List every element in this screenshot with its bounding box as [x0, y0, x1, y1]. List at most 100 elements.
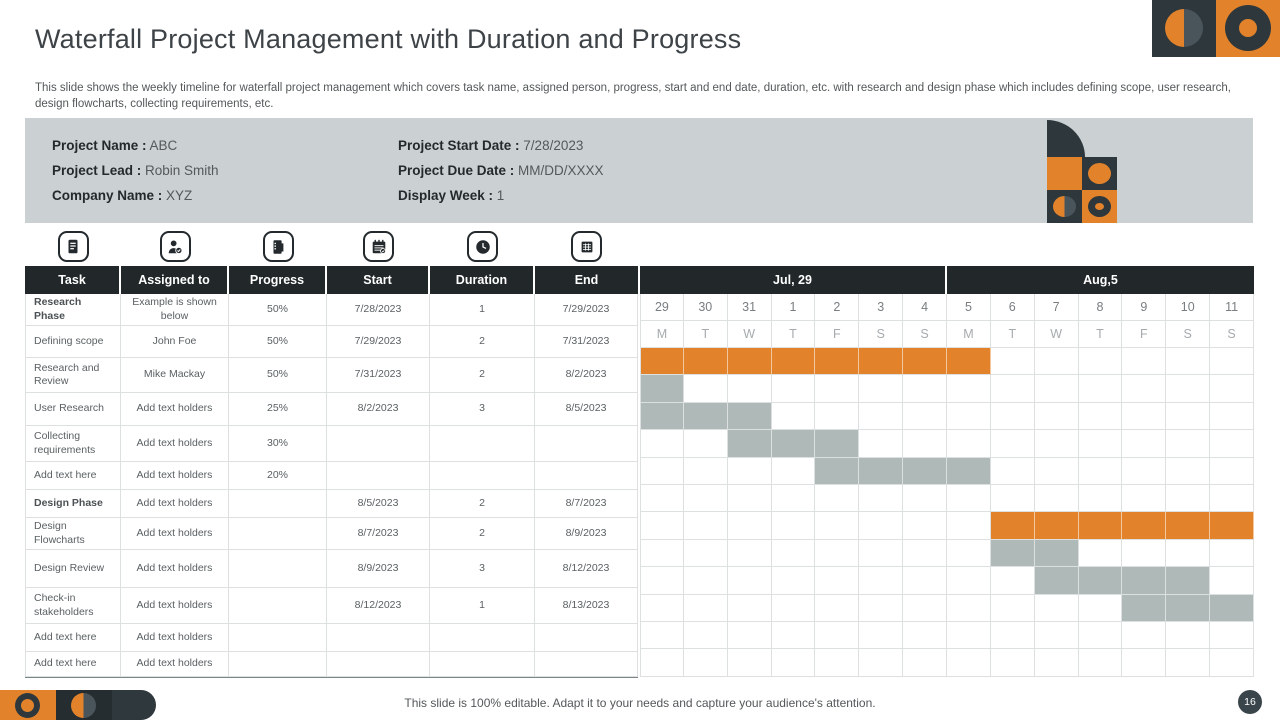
start-cell: 8/7/2023	[327, 518, 430, 550]
gantt-cell	[640, 649, 684, 677]
info-field-label: Display Week :	[398, 188, 494, 203]
progress-notebook-icon	[262, 231, 294, 262]
end-calendar-icon	[571, 231, 602, 262]
gantt-cell	[683, 375, 728, 403]
decor-square-dark	[1152, 0, 1216, 57]
gantt-cell	[1034, 348, 1079, 376]
progress-cell	[229, 588, 327, 624]
gantt-day-cell: S	[903, 321, 947, 348]
header-end: End	[535, 266, 638, 294]
gantt-dates-row: 29 30 31 1 2 3 4 5 6 7 8 9 10 11	[640, 294, 1254, 321]
task-cell: Add text here	[25, 652, 121, 677]
gantt-date-cell: 31	[727, 294, 772, 321]
table-row: Check-in stakeholders Add text holders 8/1…	[25, 588, 638, 624]
gantt-bar-segment	[771, 430, 816, 458]
gantt-row	[640, 567, 1254, 595]
start-cell: 7/28/2023	[327, 294, 430, 326]
gantt-cell	[990, 622, 1035, 650]
page-number-badge: 16	[1238, 690, 1262, 714]
table-row: Add text here Add text holders	[25, 624, 638, 652]
gantt-bar-segment	[1166, 594, 1211, 623]
gantt-bar-segment	[1078, 512, 1123, 540]
start-cell: 8/5/2023	[327, 490, 430, 518]
table-row: Defining scope John Foe 50% 7/29/2023 2 7/31/…	[25, 326, 638, 358]
gantt-cell	[640, 622, 684, 650]
quarter-disc-shape	[1047, 120, 1085, 157]
start-cell: 7/29/2023	[327, 326, 430, 358]
gantt-date-cell: 6	[990, 294, 1035, 321]
gantt-cell	[947, 375, 991, 403]
gantt-cell	[640, 567, 684, 595]
gantt-cell	[1078, 622, 1123, 650]
gantt-date-cell: 10	[1166, 294, 1211, 321]
task-cell: Research and Review	[25, 358, 121, 393]
info-field-value: 1	[493, 188, 505, 203]
gantt-cell	[947, 567, 991, 595]
gantt-cell	[1078, 430, 1123, 458]
gantt-cell	[771, 457, 816, 486]
gantt-day-cell: W	[727, 321, 772, 348]
progress-cell	[229, 518, 327, 550]
gantt-cell	[1122, 622, 1167, 650]
motif-circle-square	[1082, 157, 1117, 190]
gantt-bar-segment	[1210, 594, 1254, 623]
gantt-bar-segment	[903, 348, 947, 376]
rounded-cap-shape	[112, 690, 156, 720]
gantt-date-cell: 29	[640, 294, 684, 321]
corner-decoration-bottom-left	[0, 690, 156, 720]
table-row: Design Phase Add text holders 8/5/2023 2 8/7…	[25, 490, 638, 518]
gantt-cell	[903, 402, 947, 431]
half-circle-shape	[1165, 9, 1203, 47]
gantt-cell	[903, 512, 947, 540]
gantt-day-cell: T	[1078, 321, 1123, 348]
gantt-cell	[815, 539, 860, 568]
gantt-cell	[859, 594, 904, 623]
gantt-cell	[1210, 485, 1254, 513]
gantt-date-cell: 4	[903, 294, 947, 321]
gantt-row	[640, 485, 1254, 513]
gantt-cell	[1166, 402, 1211, 431]
decor-square-orange	[1216, 0, 1280, 57]
gantt-cell	[1210, 622, 1254, 650]
gantt-cell	[947, 512, 991, 540]
gantt-cell	[903, 567, 947, 595]
gantt-cell	[727, 594, 772, 623]
gantt-cell	[771, 485, 816, 513]
gantt-cell	[683, 622, 728, 650]
duration-cell: 3	[430, 550, 535, 588]
progress-cell: 30%	[229, 426, 327, 462]
gantt-cell	[1210, 375, 1254, 403]
info-field-label: Project Lead :	[52, 163, 142, 178]
gantt-cell	[1034, 594, 1079, 623]
gantt-cell	[683, 457, 728, 486]
header-duration: Duration	[430, 266, 535, 294]
column-icons-row	[25, 231, 638, 262]
progress-cell: 50%	[229, 326, 327, 358]
gantt-cell	[859, 430, 904, 458]
gantt-row	[640, 649, 1254, 677]
gantt-cell	[640, 594, 684, 623]
gantt-cell	[1210, 649, 1254, 677]
progress-cell: 25%	[229, 393, 327, 426]
gantt-row	[640, 512, 1254, 540]
info-field-value: Robin Smith	[141, 163, 219, 178]
gantt-row	[640, 402, 1254, 431]
gantt-cell	[990, 348, 1035, 376]
progress-cell	[229, 490, 327, 518]
gantt-cell	[990, 430, 1035, 458]
task-cell: Add text here	[25, 624, 121, 652]
gantt-cell	[640, 485, 684, 513]
duration-cell: 3	[430, 393, 535, 426]
gantt-cell	[640, 430, 684, 458]
gantt-bar-segment	[727, 402, 772, 431]
gantt-cell	[683, 512, 728, 540]
gantt-cell	[683, 594, 728, 623]
gantt-cell	[771, 594, 816, 623]
gantt-cell	[771, 622, 816, 650]
gantt-cell	[727, 649, 772, 677]
gantt-cell	[1034, 457, 1079, 486]
gantt-cell	[1210, 567, 1254, 595]
duration-cell	[430, 462, 535, 490]
gantt-cell	[947, 649, 991, 677]
